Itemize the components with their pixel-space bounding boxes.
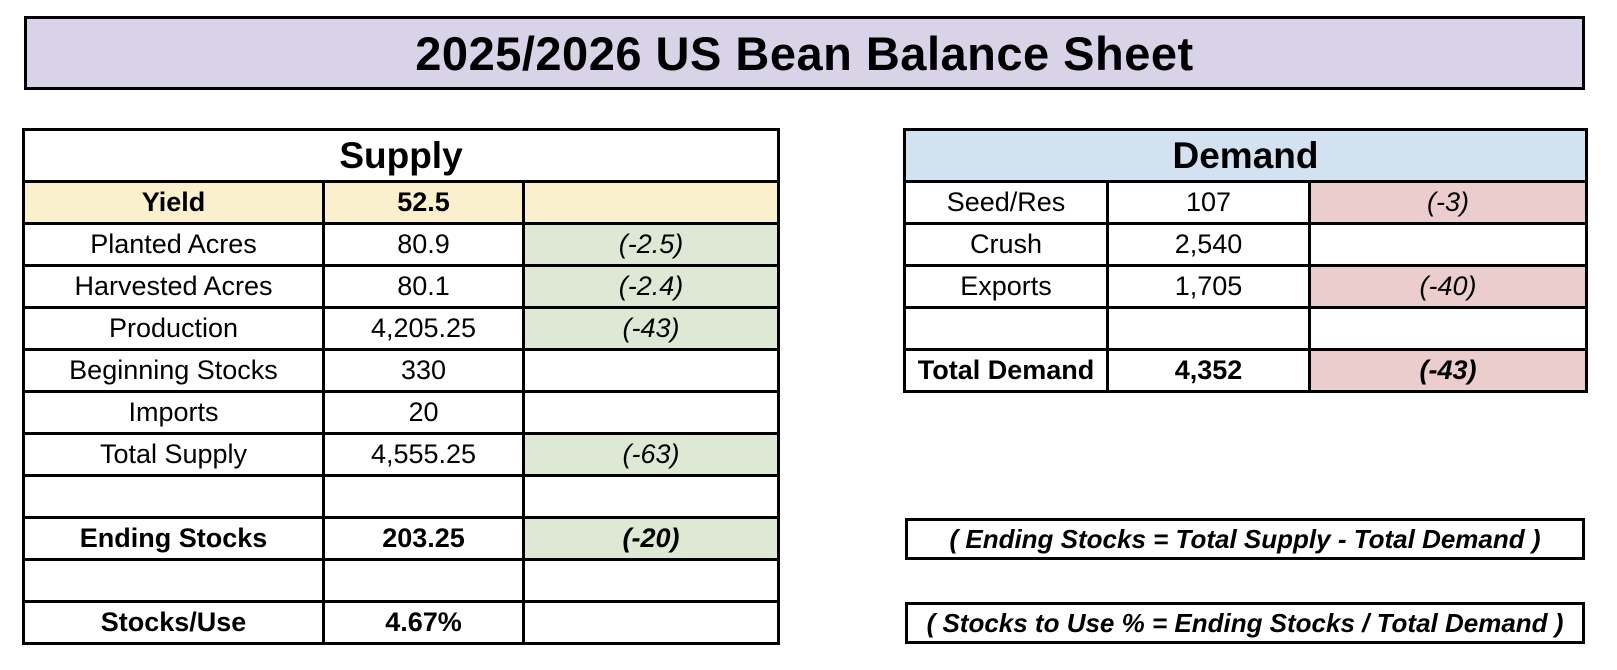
supply-label-cell: Planted Acres bbox=[22, 222, 325, 267]
table-row: Harvested Acres 80.1 (-2.4) bbox=[22, 264, 780, 309]
table-row: Imports 20 bbox=[22, 390, 780, 435]
supply-value-cell: 330 bbox=[322, 348, 525, 393]
supply-change-cell: (-63) bbox=[522, 432, 780, 477]
supply-label-cell: Total Supply bbox=[22, 432, 325, 477]
table-row: Ending Stocks 203.25 (-20) bbox=[22, 516, 780, 561]
table-row: Planted Acres 80.9 (-2.5) bbox=[22, 222, 780, 267]
supply-label-cell: Stocks/Use bbox=[22, 600, 325, 645]
supply-label-cell bbox=[22, 558, 325, 603]
supply-value-cell: 20 bbox=[322, 390, 525, 435]
supply-value-cell: 4,555.25 bbox=[322, 432, 525, 477]
supply-change-cell bbox=[522, 474, 780, 519]
supply-change-cell bbox=[522, 390, 780, 435]
supply-label-cell: Beginning Stocks bbox=[22, 348, 325, 393]
supply-label-cell: Ending Stocks bbox=[22, 516, 325, 561]
demand-change-cell bbox=[1308, 222, 1588, 267]
demand-label-cell: Seed/Res bbox=[903, 180, 1109, 225]
supply-change-cell bbox=[522, 180, 780, 225]
demand-label-cell bbox=[903, 306, 1109, 351]
table-row: Exports 1,705 (-40) bbox=[903, 264, 1588, 309]
table-row: Total Demand 4,352 (-43) bbox=[903, 348, 1588, 393]
stocks-to-use-formula-note: ( Stocks to Use % = Ending Stocks / Tota… bbox=[905, 602, 1585, 644]
demand-value-cell: 1,705 bbox=[1106, 264, 1311, 309]
supply-value-cell: 80.9 bbox=[322, 222, 525, 267]
supply-label-cell: Harvested Acres bbox=[22, 264, 325, 309]
supply-value-cell: 80.1 bbox=[322, 264, 525, 309]
supply-value-cell bbox=[322, 474, 525, 519]
table-row: Production 4,205.25 (-43) bbox=[22, 306, 780, 351]
supply-change-cell bbox=[522, 348, 780, 393]
supply-label-cell: Imports bbox=[22, 390, 325, 435]
table-row: Stocks/Use 4.67% bbox=[22, 600, 780, 645]
table-row: Total Supply 4,555.25 (-63) bbox=[22, 432, 780, 477]
table-row: Seed/Res 107 (-3) bbox=[903, 180, 1588, 225]
supply-change-cell bbox=[522, 558, 780, 603]
formula-text: ( Stocks to Use % = Ending Stocks / Tota… bbox=[926, 607, 1564, 638]
table-row-empty bbox=[903, 306, 1588, 351]
supply-change-cell bbox=[522, 600, 780, 645]
demand-label-cell: Crush bbox=[903, 222, 1109, 267]
supply-value-cell bbox=[322, 558, 525, 603]
demand-section-title: Demand bbox=[903, 128, 1588, 183]
demand-table: Demand Seed/Res 107 (-3) Crush 2,540 Exp… bbox=[903, 128, 1588, 393]
supply-label-cell: Yield bbox=[22, 180, 325, 225]
supply-header-row: Supply bbox=[22, 128, 780, 183]
formula-text: ( Ending Stocks = Total Supply - Total D… bbox=[949, 523, 1541, 554]
supply-change-cell: (-2.4) bbox=[522, 264, 780, 309]
supply-value-cell: 203.25 bbox=[322, 516, 525, 561]
ending-stocks-formula-note: ( Ending Stocks = Total Supply - Total D… bbox=[905, 518, 1585, 560]
table-row: Crush 2,540 bbox=[903, 222, 1588, 267]
supply-label-cell: Production bbox=[22, 306, 325, 351]
supply-value-cell: 52.5 bbox=[322, 180, 525, 225]
demand-value-cell: 2,540 bbox=[1106, 222, 1311, 267]
demand-label-cell: Total Demand bbox=[903, 348, 1109, 393]
table-row-empty bbox=[22, 474, 780, 519]
demand-change-cell: (-43) bbox=[1308, 348, 1588, 393]
table-row-empty bbox=[22, 558, 780, 603]
title-bar: 2025/2026 US Bean Balance Sheet bbox=[24, 16, 1585, 90]
demand-change-cell: (-3) bbox=[1308, 180, 1588, 225]
demand-value-cell: 107 bbox=[1106, 180, 1311, 225]
supply-value-cell: 4,205.25 bbox=[322, 306, 525, 351]
supply-value-cell: 4.67% bbox=[322, 600, 525, 645]
supply-change-cell: (-2.5) bbox=[522, 222, 780, 267]
supply-table: Supply Yield 52.5 Planted Acres 80.9 (-2… bbox=[22, 128, 780, 645]
supply-section-title: Supply bbox=[22, 128, 780, 183]
supply-label-cell bbox=[22, 474, 325, 519]
page-title: 2025/2026 US Bean Balance Sheet bbox=[415, 26, 1194, 80]
supply-change-cell: (-20) bbox=[522, 516, 780, 561]
demand-value-cell bbox=[1106, 306, 1311, 351]
demand-label-cell: Exports bbox=[903, 264, 1109, 309]
demand-change-cell bbox=[1308, 306, 1588, 351]
supply-change-cell: (-43) bbox=[522, 306, 780, 351]
table-row: Yield 52.5 bbox=[22, 180, 780, 225]
demand-header-row: Demand bbox=[903, 128, 1588, 183]
demand-value-cell: 4,352 bbox=[1106, 348, 1311, 393]
table-row: Beginning Stocks 330 bbox=[22, 348, 780, 393]
demand-change-cell: (-40) bbox=[1308, 264, 1588, 309]
